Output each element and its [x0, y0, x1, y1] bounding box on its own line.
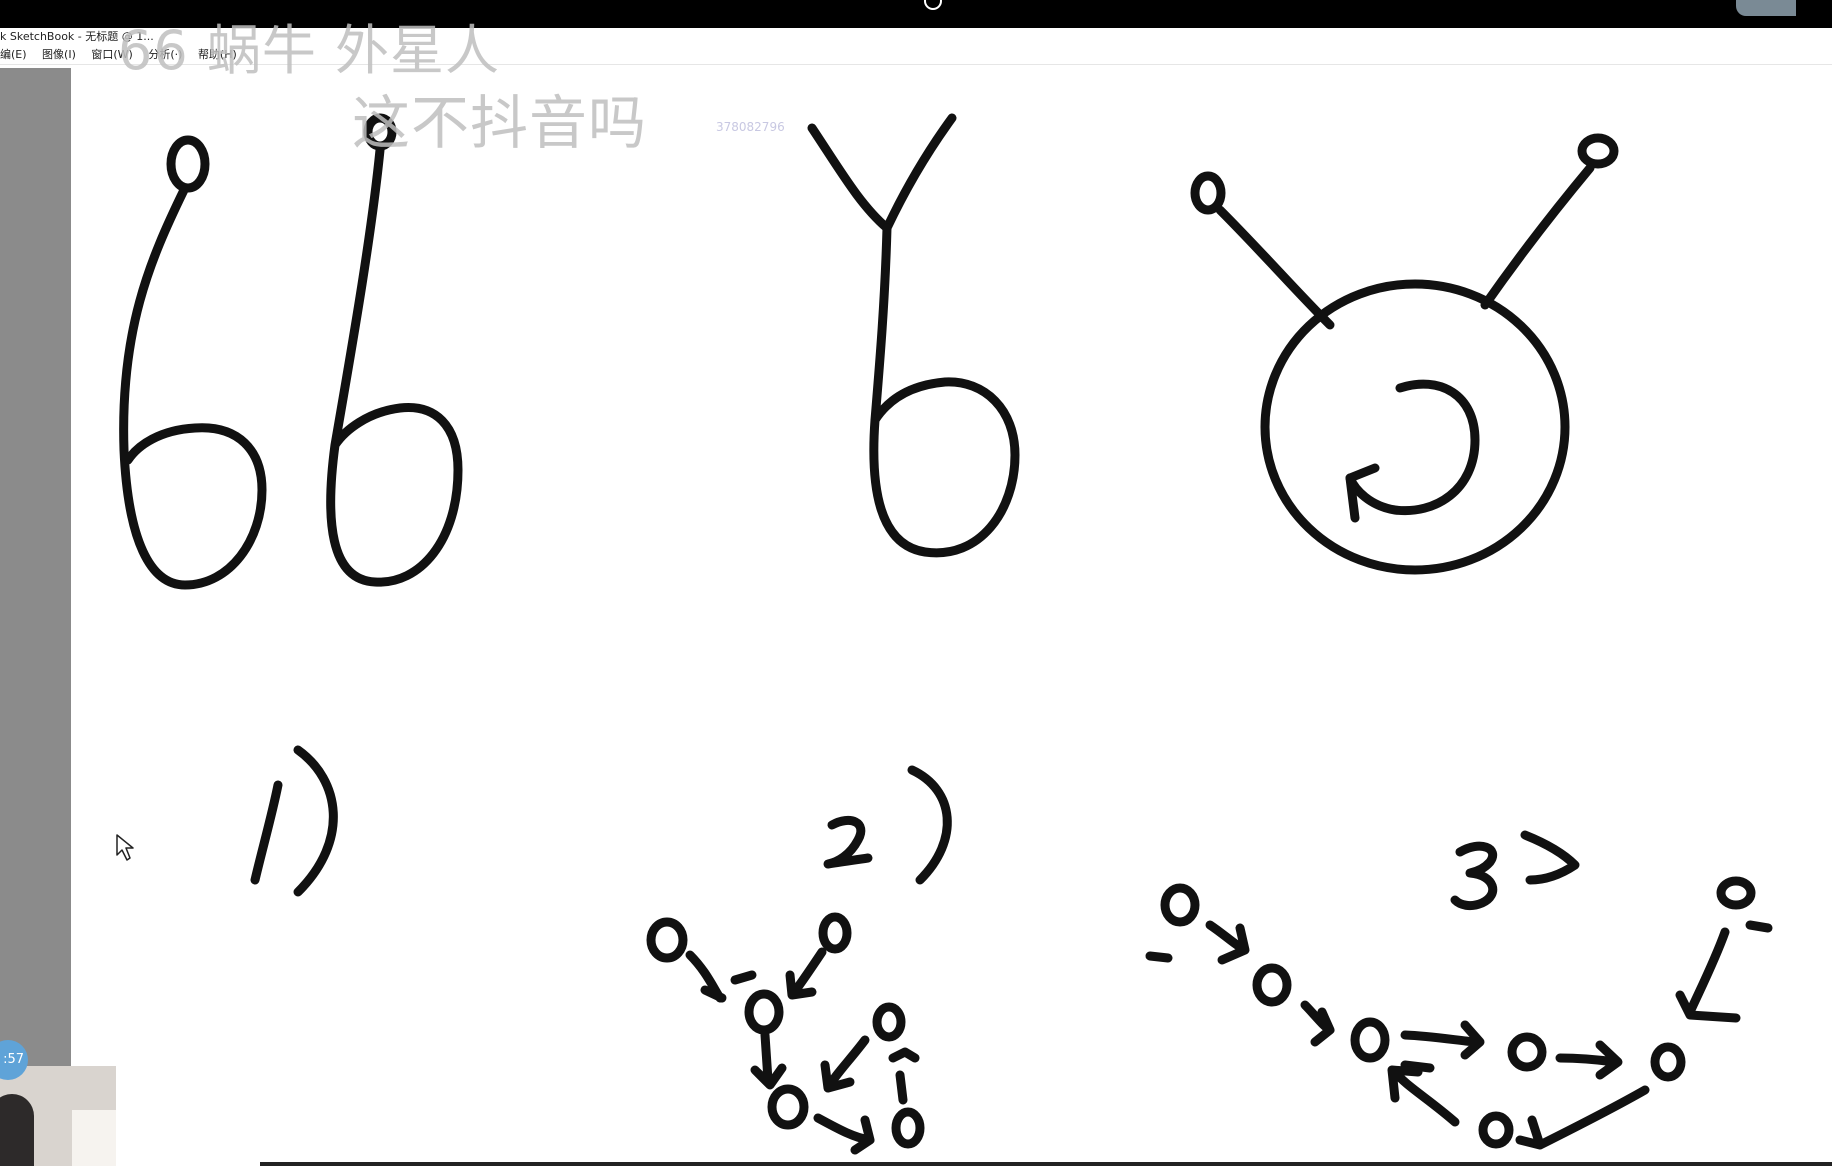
overlay-caption-1: 66 蜗牛 外星人 — [118, 19, 501, 82]
webcam-preview — [0, 1066, 116, 1166]
graph-diagram-2 — [646, 912, 925, 1155]
label-1-sketch — [250, 745, 338, 897]
menu-help[interactable]: 帮助(H) — [197, 48, 237, 61]
alien-sketch-2 — [1190, 133, 1619, 575]
menu-image[interactable]: 图像(I) — [42, 48, 76, 61]
menu-window[interactable]: 窗口(W) — [91, 48, 133, 61]
graph-diagram-3 — [1145, 876, 1773, 1150]
mouse-pointer-icon — [116, 834, 134, 861]
presenter-avatar — [1736, 0, 1796, 16]
sketchbook-window: k SketchBook - 无标题 @ 1... 编(E) 图像(I) 窗口(… — [0, 28, 1832, 1166]
overlay-caption-2: 这不抖音吗 — [352, 89, 648, 157]
alien-sketch-1 — [807, 113, 1020, 558]
menu-edit[interactable]: 编(E) — [0, 48, 27, 61]
snail-sketch-1 — [119, 135, 267, 590]
cursor-icon — [924, 0, 942, 10]
menu-analysis[interactable]: 分析(·) — [148, 48, 183, 61]
label-2-sketch — [823, 765, 952, 885]
webcam-background — [72, 1110, 116, 1166]
screen-top-bar — [0, 0, 1832, 28]
watermark-text: 378082796 — [716, 120, 785, 134]
menu-bar: 编(E) 图像(I) 窗口(W) 分析(·) 帮助(H) — [0, 46, 1832, 65]
bottom-scroll-bar[interactable] — [260, 1162, 1832, 1166]
clock-badge: :57 — [0, 1040, 28, 1080]
snail-sketch-2 — [326, 113, 463, 587]
person-silhouette — [0, 1094, 34, 1166]
label-3-sketch — [1450, 830, 1580, 911]
window-title: k SketchBook - 无标题 @ 1... — [0, 30, 154, 43]
left-tool-panel — [0, 68, 71, 1092]
